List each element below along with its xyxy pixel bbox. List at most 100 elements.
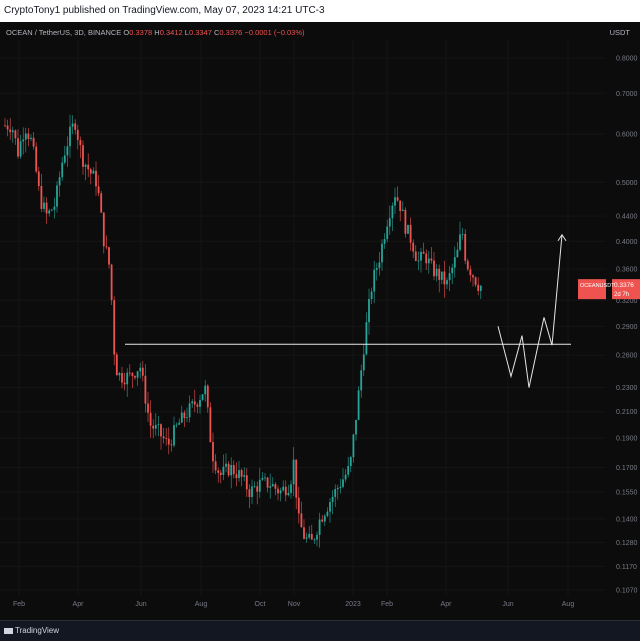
candle-body xyxy=(128,372,131,374)
candle-body xyxy=(183,412,186,419)
candle-body xyxy=(45,202,48,214)
open-label: O xyxy=(123,28,130,37)
candle-body xyxy=(199,400,201,407)
candle-body xyxy=(14,130,17,139)
candle-body xyxy=(264,477,266,479)
candle-body xyxy=(6,125,9,130)
candle-body xyxy=(435,268,438,277)
candle-body xyxy=(71,123,74,127)
candle-body xyxy=(266,477,269,488)
candle-body xyxy=(253,486,256,488)
brand-text: TradingView xyxy=(15,626,60,635)
candle-body xyxy=(167,438,170,445)
candle-body xyxy=(191,401,194,404)
candle-body xyxy=(375,267,378,270)
candle-body xyxy=(464,233,467,261)
candle-body xyxy=(144,375,147,404)
candle-body xyxy=(258,479,261,492)
candle-body xyxy=(420,251,422,261)
candle-body xyxy=(339,486,342,488)
candle-body xyxy=(95,170,97,187)
candle-body xyxy=(362,354,365,371)
candle-body xyxy=(292,459,295,485)
candle-body xyxy=(160,424,162,437)
candle-body xyxy=(451,267,454,274)
candle-body xyxy=(303,527,305,539)
candle-body xyxy=(477,284,480,291)
candle-body xyxy=(321,519,324,522)
candle-body xyxy=(131,372,134,377)
candle-body xyxy=(141,367,144,376)
candle-body xyxy=(347,466,350,475)
candle-body xyxy=(206,385,209,408)
symbol-price-tag xyxy=(578,279,606,300)
candle-body xyxy=(453,257,456,268)
candle-body xyxy=(4,125,6,127)
candle-body xyxy=(279,490,282,494)
candle-series xyxy=(4,114,482,548)
price-chart[interactable]: 0.8000 0.7000 0.6000 0.5000 0.4400 0.4000 0.36… xyxy=(0,22,640,620)
candle-body xyxy=(271,484,274,487)
candle-body xyxy=(235,474,238,479)
y-tick-label: 0.7000 xyxy=(616,91,638,98)
candle-body xyxy=(24,133,27,140)
candle-body xyxy=(396,197,399,201)
candle-body xyxy=(240,470,243,477)
candle-body xyxy=(173,425,175,446)
y-tick-label: 0.1700 xyxy=(616,465,638,472)
candle-body xyxy=(243,475,246,477)
tradingview-logo-icon xyxy=(4,627,13,634)
candle-body xyxy=(318,519,321,535)
candle-body xyxy=(222,466,225,475)
low-label: L xyxy=(184,28,189,37)
close-label: C xyxy=(213,28,220,37)
candle-body xyxy=(282,486,285,491)
y-tick-label: 0.1170 xyxy=(616,564,637,571)
axis-price-tag xyxy=(612,279,640,300)
projection-path xyxy=(497,234,563,388)
candle-body xyxy=(230,464,233,476)
candle-body xyxy=(76,129,79,141)
candle-body xyxy=(433,260,435,277)
candle-body xyxy=(274,484,277,489)
y-tick-label: 0.2600 xyxy=(616,353,638,360)
candle-body xyxy=(227,463,230,476)
candle-body xyxy=(152,425,155,429)
candle-body xyxy=(456,249,459,258)
price-axis[interactable]: 0.8000 0.7000 0.6000 0.5000 0.4400 0.4000 0.36… xyxy=(616,56,638,595)
x-tick-label: Apr xyxy=(441,601,453,608)
y-tick-label: 0.1900 xyxy=(616,436,638,443)
y-tick-label: 0.2100 xyxy=(616,409,638,416)
candle-body xyxy=(474,277,477,285)
candle-body xyxy=(412,242,415,252)
candle-body xyxy=(368,298,370,323)
candle-body xyxy=(394,197,396,206)
candle-body xyxy=(58,177,61,186)
symbol-name: OCEAN / TetherUS, 3D, BINANCE xyxy=(6,28,122,37)
y-tick-label: 0.5000 xyxy=(616,180,638,187)
candle-body xyxy=(261,477,264,480)
candle-body xyxy=(386,226,389,240)
chart-area[interactable]: 0.8000 0.7000 0.6000 0.5000 0.4400 0.4000 0.36… xyxy=(0,22,640,620)
x-tick-label: Aug xyxy=(195,601,208,608)
x-tick-label: Jun xyxy=(135,601,146,608)
candle-body xyxy=(115,354,118,376)
y-tick-label: 0.1400 xyxy=(616,516,638,523)
candle-body xyxy=(89,169,92,174)
candle-body xyxy=(147,403,149,413)
candle-body xyxy=(373,269,376,292)
drawings-layer[interactable] xyxy=(125,233,571,388)
candle-body xyxy=(331,496,334,503)
x-tick-label: 2023 xyxy=(345,601,361,608)
candle-body xyxy=(56,185,58,207)
y-tick-label: 0.8000 xyxy=(616,56,638,63)
candle-body xyxy=(61,162,64,178)
x-tick-label: Feb xyxy=(381,601,393,608)
time-axis[interactable]: Feb Apr Jun Aug Oct Nov 2023 Feb Apr Jun Aug xyxy=(13,601,574,608)
y-tick-label: 0.1280 xyxy=(616,540,638,547)
candle-body xyxy=(43,202,45,209)
candle-body xyxy=(245,475,248,490)
candle-body xyxy=(136,371,139,378)
last-price-label: OCEANUSDT 0.3376 2d 7h xyxy=(578,279,640,300)
candle-body xyxy=(305,537,308,539)
